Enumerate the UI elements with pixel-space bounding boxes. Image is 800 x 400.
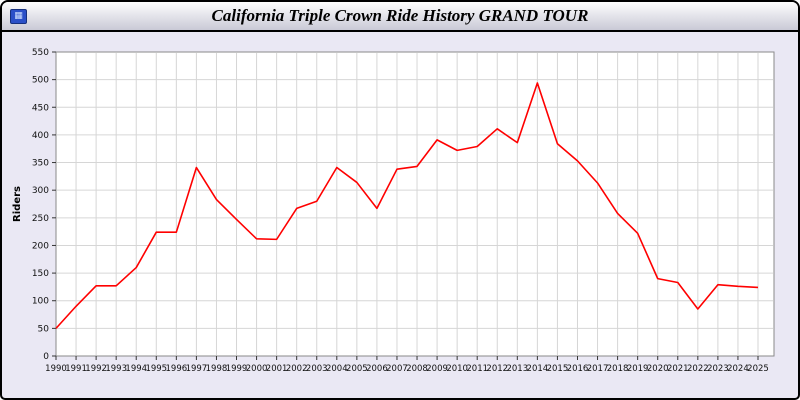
x-tick-label: 2003 <box>306 364 328 374</box>
x-tick-label: 1990 <box>45 364 67 374</box>
y-tick-label: 200 <box>32 241 49 251</box>
x-tick-label: 1991 <box>65 364 87 374</box>
y-tick-label: 450 <box>32 103 49 113</box>
x-tick-label: 2004 <box>326 364 348 374</box>
page-title: California Triple Crown Ride History GRA… <box>211 6 589 25</box>
x-tick-label: 1992 <box>85 364 107 374</box>
x-tick-label: 2000 <box>246 364 268 374</box>
ride-history-line-chart: 0501001502002503003504004505005501990199… <box>12 48 775 374</box>
x-tick-label: 2008 <box>406 364 428 374</box>
y-tick-label: 100 <box>32 297 49 307</box>
y-tick-label: 150 <box>32 269 49 279</box>
x-tick-label: 2017 <box>587 364 609 374</box>
x-tick-label: 2014 <box>527 364 549 374</box>
y-tick-label: 0 <box>43 352 49 362</box>
title-bar: ▦ California Triple Crown Ride History G… <box>2 2 798 32</box>
y-tick-label: 50 <box>38 324 50 334</box>
x-tick-label: 2021 <box>667 364 689 374</box>
x-tick-label: 1994 <box>125 364 147 374</box>
x-tick-label: 2005 <box>346 364 368 374</box>
x-tick-label: 2023 <box>707 364 729 374</box>
x-tick-label: 1995 <box>145 364 167 374</box>
x-tick-label: 2001 <box>266 364 288 374</box>
y-tick-label: 350 <box>32 159 49 169</box>
x-tick-label: 1996 <box>166 364 188 374</box>
x-tick-label: 1998 <box>206 364 228 374</box>
x-tick-label: 2015 <box>547 364 569 374</box>
y-tick-label: 550 <box>32 48 49 58</box>
x-tick-label: 2019 <box>627 364 649 374</box>
x-tick-label: 2011 <box>466 364 488 374</box>
x-tick-label: 2024 <box>727 364 749 374</box>
y-tick-label: 300 <box>32 186 49 196</box>
x-tick-label: 2010 <box>446 364 468 374</box>
x-tick-label: 1997 <box>186 364 208 374</box>
chart-panel: 0 50 100 150 200 250 300 350 400 450 500 550 1990 199… <box>2 32 798 398</box>
x-tick-label: 2007 <box>386 364 408 374</box>
x-tick-label: 2002 <box>286 364 308 374</box>
x-tick-label: 2012 <box>486 364 508 374</box>
x-tick-label: 2013 <box>506 364 528 374</box>
x-tick-label: 2009 <box>426 364 448 374</box>
y-tick-label: 250 <box>32 214 49 224</box>
y-tick-label: 500 <box>32 76 49 86</box>
x-tick-label: 2020 <box>647 364 669 374</box>
header-logo-icon: ▦ <box>10 8 27 24</box>
plot-background <box>55 51 775 357</box>
x-tick-label: 1999 <box>226 364 248 374</box>
y-axis-label: Riders <box>12 186 23 222</box>
x-tick-label: 2025 <box>747 364 769 374</box>
x-tick-label: 2006 <box>366 364 388 374</box>
riders-series-line <box>55 82 759 329</box>
y-tick-label: 400 <box>32 131 49 141</box>
x-tick-label: 1993 <box>105 364 127 374</box>
x-tick-label: 2022 <box>687 364 709 374</box>
x-tick-label: 2016 <box>567 364 589 374</box>
x-tick-label: 2018 <box>607 364 629 374</box>
